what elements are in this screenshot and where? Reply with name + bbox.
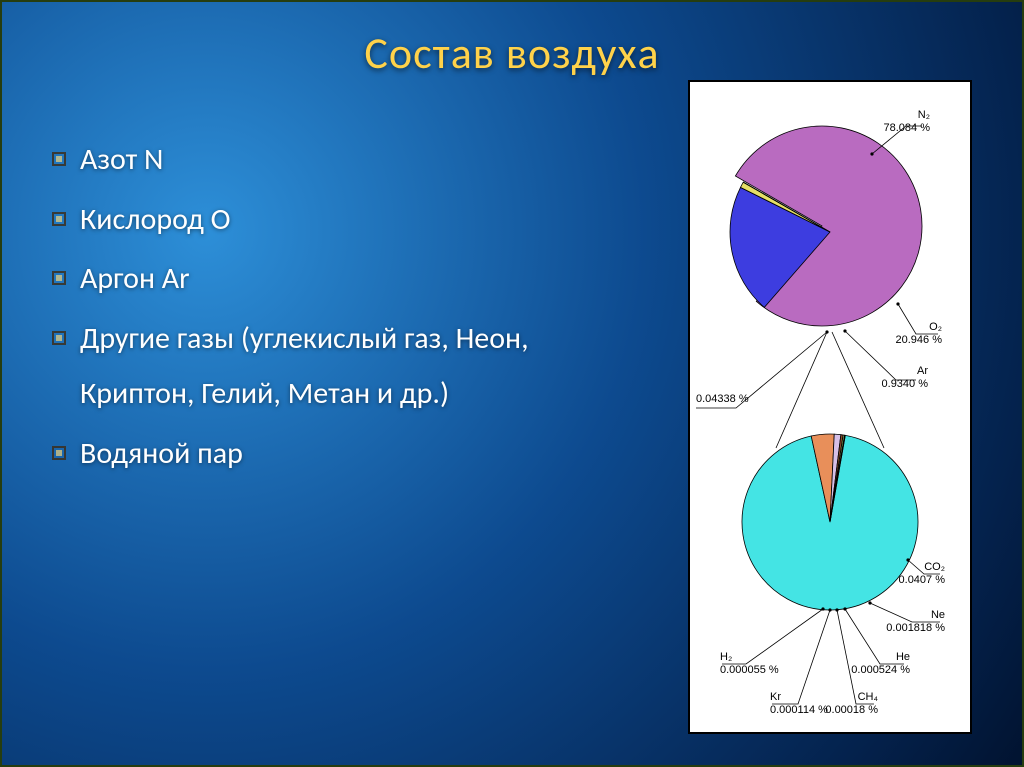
svg-text:20.946 %: 20.946 % [896, 334, 943, 346]
list-item: Кислород О [52, 192, 602, 248]
svg-text:0.9340 %: 0.9340 % [882, 378, 929, 390]
bullet-text: Аргон Ar [80, 251, 602, 307]
air-composition-pie-chart: N₂78.084 % O₂20.946 % Ar0.9340 % 0.04338 % C… [690, 82, 970, 732]
slide-root: Состав воздуха Азот N Кислород О Аргон A… [0, 0, 1024, 767]
bullet-list: Азот N Кислород О Аргон Ar Другие газы (… [52, 132, 602, 485]
bullet-text: Азот N [80, 132, 602, 188]
list-item: Водяной пар [52, 426, 602, 482]
bullet-marker-icon [52, 212, 66, 226]
slide-title: Состав воздуха [2, 26, 1022, 80]
svg-text:0.000114 %: 0.000114 % [770, 704, 828, 716]
bullet-text: Кислород О [80, 192, 602, 248]
svg-text:He: He [896, 651, 910, 663]
list-item: Азот N [52, 132, 602, 188]
bullet-text: Водяной пар [80, 426, 602, 482]
svg-text:Ne: Ne [931, 609, 945, 621]
svg-text:O₂: O₂ [929, 321, 942, 333]
bullet-marker-icon [52, 271, 66, 285]
svg-text:0.00018 %: 0.00018 % [825, 704, 878, 716]
svg-text:0.000055 %: 0.000055 % [720, 664, 779, 676]
list-item: Другие газы (углекислый газ, Неон, Крипт… [52, 311, 602, 422]
svg-text:0.000524 %: 0.000524 % [851, 664, 910, 676]
bullet-marker-icon [52, 331, 66, 345]
svg-text:78.084 %: 78.084 % [884, 122, 931, 134]
bullet-marker-icon [52, 152, 66, 166]
svg-text:Kr: Kr [770, 691, 781, 703]
svg-text:Ar: Ar [917, 365, 928, 377]
svg-text:CH₄: CH₄ [858, 691, 879, 703]
bullet-marker-icon [52, 446, 66, 460]
svg-text:CO₂: CO₂ [924, 561, 945, 573]
list-item: Аргон Ar [52, 251, 602, 307]
svg-text:N₂: N₂ [918, 109, 930, 121]
svg-text:0.0407 %: 0.0407 % [899, 574, 946, 586]
bullet-text: Другие газы (углекислый газ, Неон, Крипт… [80, 311, 602, 422]
svg-text:0.001818 %: 0.001818 % [886, 622, 945, 634]
composition-chart-panel: N₂78.084 % O₂20.946 % Ar0.9340 % 0.04338 % C… [688, 80, 972, 734]
svg-text:0.04338 %: 0.04338 % [696, 393, 749, 405]
svg-text:H₂: H₂ [720, 651, 732, 663]
